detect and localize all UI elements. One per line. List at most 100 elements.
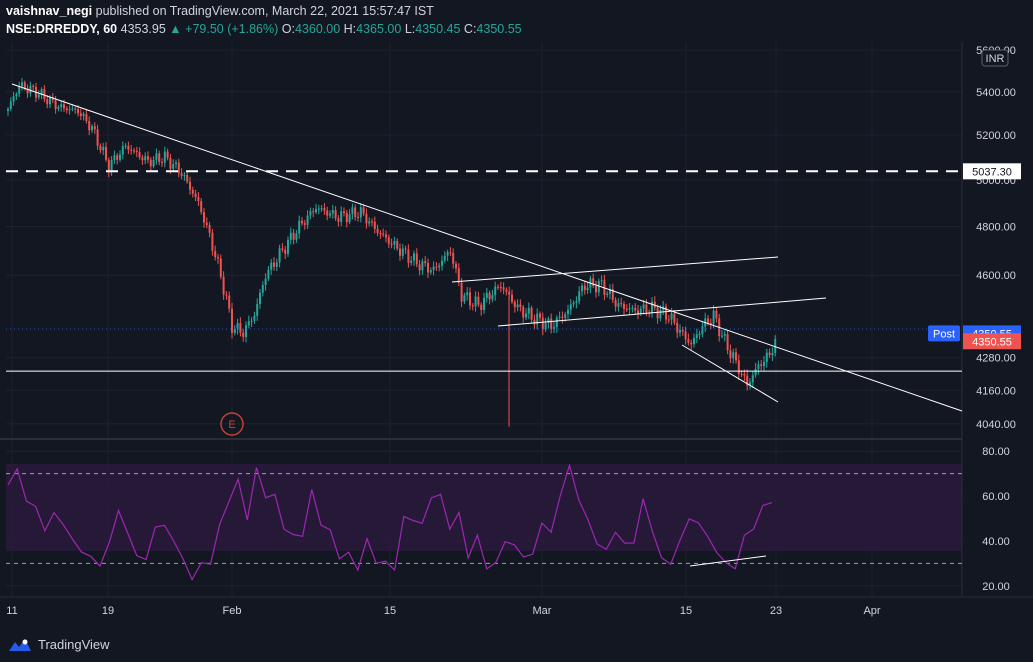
tradingview-logo-icon	[9, 638, 31, 651]
candle-body	[642, 304, 645, 309]
candle-body	[390, 243, 393, 245]
candle-body	[418, 264, 421, 271]
candle-body	[715, 310, 718, 319]
candle-body	[399, 248, 401, 256]
candle-body	[735, 352, 737, 361]
candle-body	[631, 307, 634, 309]
trend-lines	[6, 83, 963, 412]
candle-body	[194, 193, 197, 198]
channel-upper-line	[451, 256, 779, 283]
price-tick-label: 4040.00	[976, 419, 1016, 431]
candle-body	[569, 304, 572, 310]
candle-body	[250, 320, 253, 322]
downtrend-line	[11, 83, 963, 412]
candle-body	[29, 85, 32, 94]
candle-body	[317, 208, 320, 210]
time-axis[interactable]: 11 19 Feb 15 Mar 15 23 Apr	[6, 605, 881, 617]
open-label: O:	[281, 22, 295, 36]
rsi-line	[7, 463, 773, 581]
candle-body	[564, 314, 567, 318]
candle-body	[544, 323, 547, 330]
candle-body	[239, 322, 242, 333]
candle-body	[197, 197, 200, 202]
candle-body	[768, 352, 771, 356]
candle-body	[533, 319, 536, 325]
candle-body	[228, 295, 231, 309]
candle-body	[334, 210, 337, 219]
candle-body	[432, 266, 435, 271]
candle-body	[628, 308, 631, 310]
candle-body	[774, 339, 777, 354]
candle-body	[449, 252, 452, 254]
candle-body	[116, 155, 119, 160]
candle-body	[695, 334, 698, 338]
low-value: 4350.45	[415, 22, 461, 36]
candle-body	[749, 382, 751, 386]
price-tick-label: 4800.00	[976, 222, 1016, 234]
candle-body	[105, 146, 107, 160]
candle-body	[71, 108, 74, 110]
publisher-name[interactable]: vaishnav_negi	[6, 4, 93, 18]
candle-body	[292, 232, 295, 240]
candle-body	[676, 322, 679, 333]
time-tick-label: Apr	[863, 605, 880, 617]
candle-body	[737, 360, 740, 374]
candle-body	[205, 222, 208, 226]
candle-body	[757, 364, 760, 369]
earnings-letter: E	[228, 419, 235, 431]
candle-body	[152, 159, 155, 167]
time-tick-label: 11	[6, 605, 17, 617]
candle-body	[261, 285, 264, 293]
candle-body	[485, 292, 488, 298]
high-label: H:	[343, 22, 357, 36]
candle-body	[91, 126, 93, 131]
currency-badge[interactable]: INR	[981, 49, 1009, 67]
candle-body	[393, 241, 396, 245]
candle-body	[270, 262, 273, 270]
rsi-tick-label: 80.00	[982, 446, 1010, 458]
candle-body	[505, 289, 508, 292]
candle-body	[519, 304, 522, 308]
candle-body	[275, 262, 278, 267]
candle-body	[701, 326, 704, 335]
candle-body	[233, 328, 236, 333]
time-tick-label: Feb	[223, 605, 242, 617]
price-axis[interactable]: 5600.005400.005200.005000.004800.004600.…	[976, 45, 1016, 593]
currency-label: INR	[986, 53, 1005, 65]
candle-body	[578, 291, 581, 302]
candle-body	[172, 164, 175, 169]
last-price: 4353.95	[120, 22, 166, 36]
candle-body	[771, 353, 774, 356]
candle-body	[306, 215, 309, 225]
candle-body	[474, 296, 477, 307]
candle-body	[7, 108, 9, 111]
candle-body	[471, 305, 474, 307]
candle-body	[763, 362, 765, 367]
candle-body	[161, 161, 163, 163]
earnings-marker[interactable]: E	[220, 412, 244, 436]
candle-body	[469, 292, 471, 306]
resistance-price-tag	[963, 163, 1021, 180]
candle-body	[259, 292, 261, 304]
candle-body	[597, 281, 600, 293]
candle-body	[707, 318, 709, 323]
candle-body	[208, 225, 211, 233]
candle-body	[65, 108, 68, 111]
candle-body	[541, 317, 544, 330]
tradingview-brand[interactable]: TradingView	[8, 637, 110, 652]
candle-body	[502, 287, 505, 290]
candle-body	[26, 88, 29, 94]
candle-body	[382, 233, 385, 235]
candle-body	[698, 334, 701, 336]
candle-body	[639, 308, 642, 314]
symbol-name[interactable]: NSE:DRREDDY, 60	[6, 22, 118, 36]
candle-body	[303, 223, 306, 225]
candle-body	[480, 304, 483, 311]
candle-body	[40, 89, 43, 95]
candle-body	[625, 309, 628, 311]
candle-body	[329, 213, 331, 216]
candle-body	[410, 260, 413, 263]
candle-body	[186, 174, 189, 182]
candle-body	[166, 151, 169, 158]
